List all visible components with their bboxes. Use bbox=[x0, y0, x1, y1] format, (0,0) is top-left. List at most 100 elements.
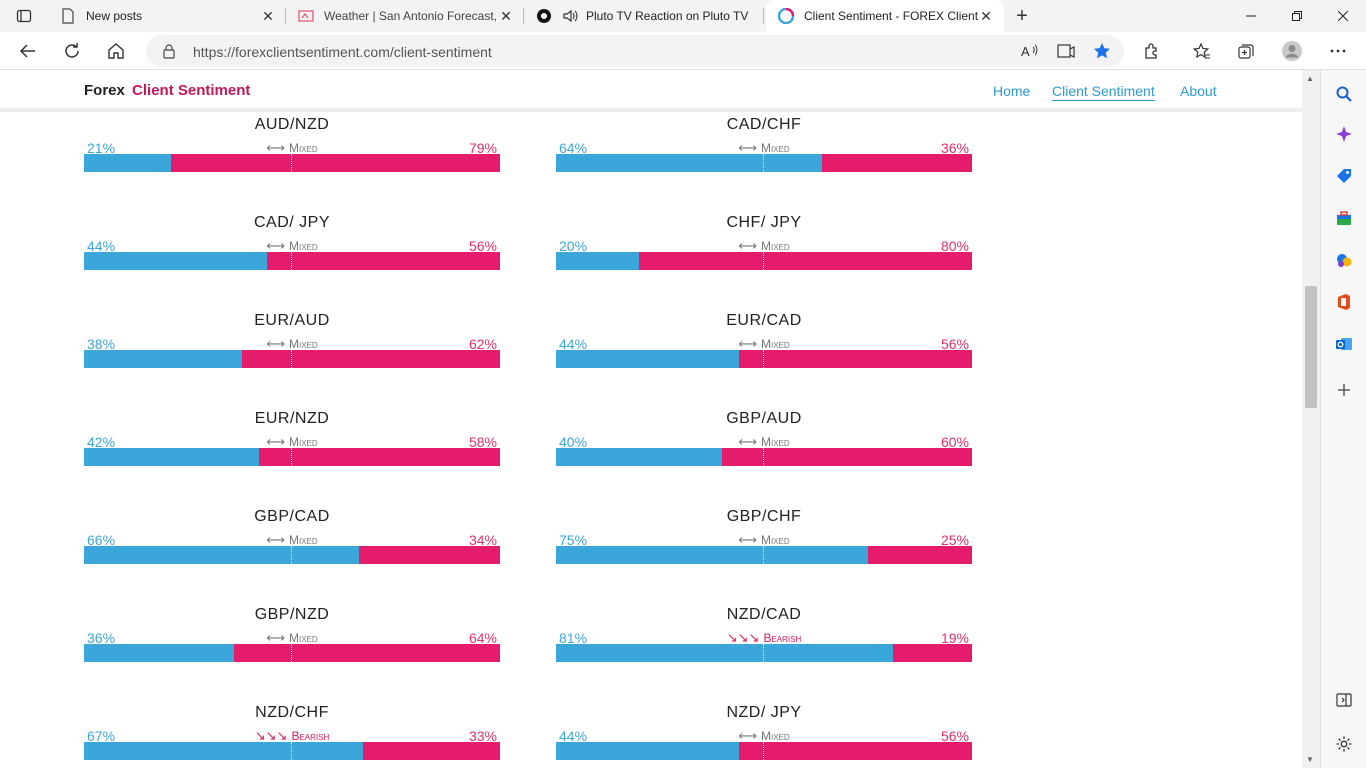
hide-sidebar-icon[interactable] bbox=[1332, 688, 1356, 712]
mixed-arrows-icon: ⟷ bbox=[266, 434, 285, 449]
tools-briefcase-icon[interactable] bbox=[1332, 206, 1356, 230]
bar-midline bbox=[291, 448, 292, 466]
tab-client-sentiment[interactable]: Client Sentiment - FOREX Client S ✕ bbox=[766, 0, 1004, 32]
more-menu-icon[interactable] bbox=[1322, 35, 1354, 67]
browser-toolbar: https://forexclientsentiment.com/client-… bbox=[0, 32, 1366, 70]
sentiment-card[interactable]: GBP/AUD 40% ⟷ Mixed 60% bbox=[556, 410, 972, 480]
close-tab-icon[interactable]: ✕ bbox=[262, 7, 274, 24]
status-label: Mixed bbox=[288, 239, 318, 253]
scroll-down-icon[interactable]: ▼ bbox=[1306, 755, 1314, 764]
close-tab-icon[interactable]: ✕ bbox=[500, 7, 512, 24]
profile-avatar-icon[interactable] bbox=[1276, 35, 1308, 67]
nav-home[interactable]: Home bbox=[993, 83, 1031, 99]
speaker-icon[interactable] bbox=[562, 8, 578, 24]
favorites-icon[interactable] bbox=[1186, 35, 1218, 67]
sentiment-card[interactable]: GBP/CHF 75% ⟷ Mixed 25% bbox=[556, 508, 972, 578]
short-percent: 80% bbox=[940, 238, 969, 254]
tab-new-posts[interactable]: New posts ✕ bbox=[48, 0, 286, 32]
short-percent: 36% bbox=[940, 140, 969, 156]
pluto-tv-icon bbox=[536, 8, 552, 24]
read-aloud-icon[interactable]: A bbox=[1018, 39, 1042, 63]
site-logo[interactable]: Forex Client Sentiment bbox=[84, 82, 250, 99]
page-scrollbar[interactable]: ▲ ▼ bbox=[1302, 70, 1320, 768]
sentiment-card[interactable]: GBP/CAD 66% ⟷ Mixed 34% bbox=[84, 508, 500, 578]
bar-midline bbox=[291, 546, 292, 564]
restore-icon[interactable] bbox=[1274, 0, 1320, 32]
long-fill bbox=[84, 546, 359, 564]
new-tab-icon[interactable]: + bbox=[1016, 4, 1028, 27]
outlook-icon[interactable] bbox=[1332, 332, 1356, 356]
sentiment-card[interactable]: EUR/CAD 44% ⟷ Mixed 56% bbox=[556, 312, 972, 382]
bar-midline bbox=[291, 742, 292, 760]
sentiment-status: ⟷ Mixed bbox=[84, 532, 500, 548]
search-icon[interactable] bbox=[1332, 82, 1356, 106]
tab-title: Weather | San Antonio Forecast, bbox=[324, 9, 497, 23]
status-label: Mixed bbox=[288, 631, 318, 645]
pair-name: AUD/NZD bbox=[254, 116, 330, 133]
sentiment-card[interactable]: NZD/CHF 67% ↘↘↘ Bearish 33% bbox=[84, 704, 500, 768]
short-percent: 25% bbox=[940, 532, 969, 548]
nav-client-sentiment[interactable]: Client Sentiment bbox=[1052, 83, 1155, 101]
games-icon[interactable] bbox=[1332, 248, 1356, 272]
home-icon[interactable] bbox=[100, 35, 132, 67]
long-percent: 64% bbox=[559, 140, 588, 156]
sentiment-bar bbox=[84, 742, 500, 760]
sentiment-bar bbox=[84, 546, 500, 564]
back-arrow-icon[interactable] bbox=[12, 35, 44, 67]
edge-sidebar bbox=[1320, 70, 1366, 768]
sentiment-card[interactable]: NZD/CAD 81% ↘↘↘ Bearish 19% bbox=[556, 606, 972, 676]
favorite-star-icon[interactable] bbox=[1090, 39, 1114, 63]
long-percent: 81% bbox=[559, 630, 588, 646]
sentiment-card[interactable]: EUR/NZD 42% ⟷ Mixed 58% bbox=[84, 410, 500, 480]
sentiment-card[interactable]: EUR/AUD 38% ⟷ Mixed 62% bbox=[84, 312, 500, 382]
close-window-icon[interactable] bbox=[1320, 0, 1366, 32]
sentiment-card[interactable]: NZD/ JPY 44% ⟷ Mixed 56% bbox=[556, 704, 972, 768]
sidebar-settings-gear-icon[interactable] bbox=[1332, 732, 1356, 756]
sentiment-card[interactable]: AUD/NZD 21% ⟷ Mixed 79% bbox=[84, 116, 500, 186]
bar-midline bbox=[763, 546, 764, 564]
nav-about[interactable]: About bbox=[1180, 83, 1217, 99]
scroll-up-icon[interactable]: ▲ bbox=[1306, 74, 1314, 83]
collections-icon[interactable] bbox=[1230, 35, 1262, 67]
short-percent: 56% bbox=[468, 238, 497, 254]
status-label: Mixed bbox=[760, 141, 790, 155]
extensions-icon[interactable] bbox=[1136, 35, 1168, 67]
mixed-arrows-icon: ⟷ bbox=[738, 434, 757, 449]
sentiment-card[interactable]: CAD/ JPY 44% ⟷ Mixed 56% bbox=[84, 214, 500, 284]
minimize-icon[interactable] bbox=[1228, 0, 1274, 32]
status-label: Mixed bbox=[288, 337, 318, 351]
sentiment-card[interactable]: GBP/NZD 36% ⟷ Mixed 64% bbox=[84, 606, 500, 676]
address-bar[interactable]: https://forexclientsentiment.com/client-… bbox=[146, 35, 1124, 67]
bearish-arrows-icon: ↘↘↘ bbox=[254, 728, 288, 743]
sentiment-card[interactable]: CAD/CHF 64% ⟷ Mixed 36% bbox=[556, 116, 972, 186]
scrollbar-thumb[interactable] bbox=[1305, 286, 1317, 408]
long-fill bbox=[84, 252, 268, 270]
long-percent: 38% bbox=[87, 336, 116, 352]
refresh-icon[interactable] bbox=[56, 35, 88, 67]
shopping-tag-icon[interactable] bbox=[1332, 164, 1356, 188]
long-percent: 36% bbox=[87, 630, 116, 646]
office-icon[interactable] bbox=[1332, 290, 1356, 314]
close-tab-icon[interactable]: ✕ bbox=[980, 7, 992, 24]
url-text[interactable]: https://forexclientsentiment.com/client-… bbox=[193, 44, 492, 60]
long-fill bbox=[84, 448, 259, 466]
status-label: Bearish bbox=[763, 631, 802, 645]
sentiment-status: ⟷ Mixed bbox=[556, 532, 972, 548]
tab-actions-icon[interactable] bbox=[8, 4, 40, 28]
tab-pluto-tv[interactable]: Pluto TV Reaction on Pluto TV bbox=[524, 0, 764, 32]
copilot-sparkle-icon[interactable] bbox=[1332, 122, 1356, 146]
bar-midline bbox=[291, 154, 292, 172]
sentiment-bar bbox=[84, 350, 500, 368]
status-label: Mixed bbox=[288, 435, 318, 449]
sentiment-card[interactable]: CHF/ JPY 20% ⟷ Mixed 80% bbox=[556, 214, 972, 284]
long-fill bbox=[556, 742, 740, 760]
mixed-arrows-icon: ⟷ bbox=[266, 238, 285, 253]
tab-weather[interactable]: Weather | San Antonio Forecast, ✕ bbox=[286, 0, 524, 32]
immersive-reader-icon[interactable] bbox=[1054, 39, 1078, 63]
svg-text:A: A bbox=[1021, 44, 1030, 59]
pair-name: CAD/ JPY bbox=[253, 214, 330, 231]
lock-icon[interactable] bbox=[162, 43, 176, 64]
site-header: Forex Client Sentiment Home Client Senti… bbox=[0, 70, 1302, 112]
add-sidebar-app-icon[interactable] bbox=[1332, 378, 1356, 402]
sentiment-status: ⟷ Mixed bbox=[556, 728, 972, 744]
